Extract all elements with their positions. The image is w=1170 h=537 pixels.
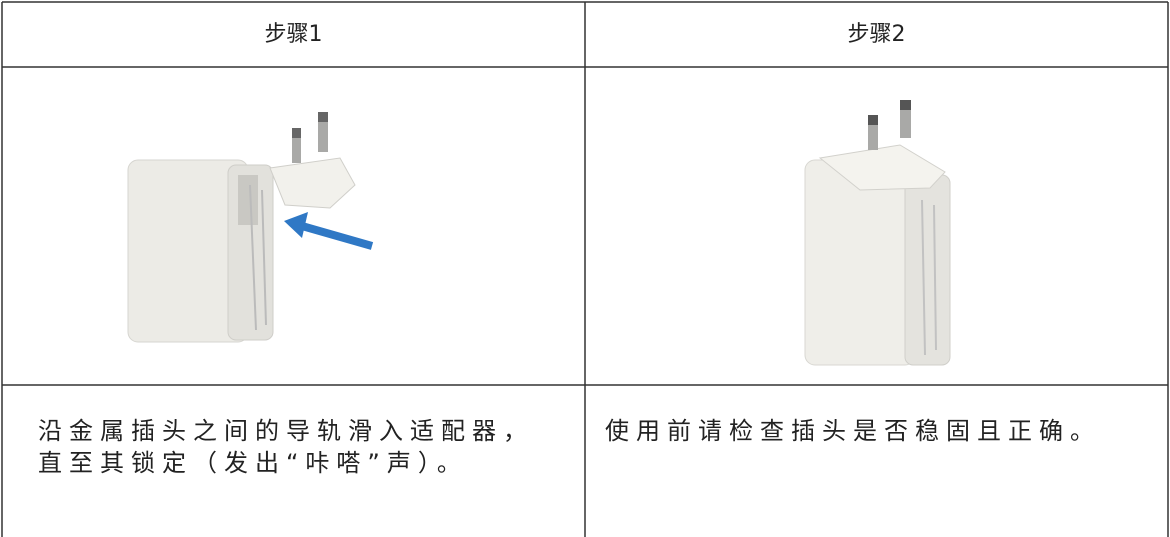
adapter-image-2	[804, 100, 951, 366]
adapter-image-1	[127, 112, 374, 343]
step-title: 步骤2	[847, 22, 906, 47]
step-description: 沿金属插头之间的导轨滑入适配器， 直至其锁定（发出“咔嗒”声）。	[38, 415, 534, 479]
step-description: 使用前请检查插头是否稳固且正确。	[605, 415, 1101, 447]
text-line: 使用前请检查插头是否稳固且正确。	[605, 417, 1101, 445]
step-title: 步骤1	[264, 22, 323, 47]
text-line: 直至其锁定（发出“咔嗒”声）。	[38, 449, 468, 477]
text-line: 沿金属插头之间的导轨滑入适配器，	[38, 417, 534, 445]
